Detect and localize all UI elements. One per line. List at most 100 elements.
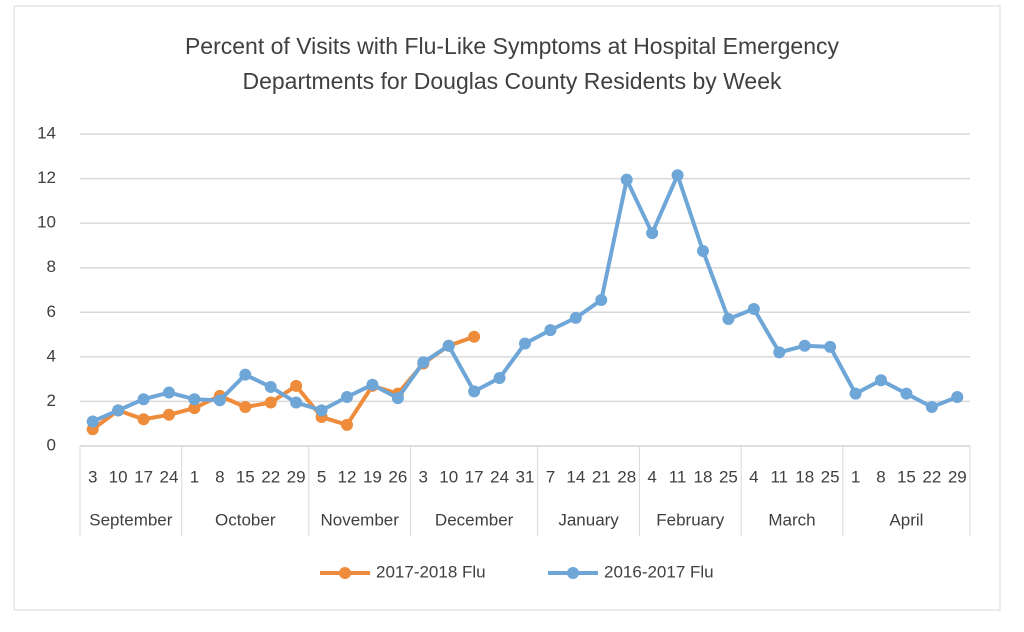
legend-marker — [339, 567, 351, 579]
data-point — [163, 386, 175, 399]
data-point — [290, 396, 303, 409]
x-tick-label: 4 — [749, 467, 758, 486]
x-tick-label: 18 — [795, 467, 814, 486]
x-tick-label: 17 — [465, 467, 484, 486]
data-point — [493, 372, 506, 385]
x-tick-label: 24 — [160, 467, 179, 486]
y-tick-label: 10 — [37, 213, 56, 232]
legend-label: 2016-2017 Flu — [604, 562, 714, 581]
data-point — [366, 378, 379, 391]
x-tick-label: 29 — [948, 467, 967, 486]
x-tick-label: 10 — [109, 467, 128, 486]
legend-label: 2017-2018 Flu — [376, 562, 486, 581]
data-point — [86, 415, 99, 428]
data-point — [595, 294, 608, 307]
data-point — [239, 368, 252, 381]
data-point — [951, 390, 964, 403]
data-point — [290, 379, 303, 392]
data-point — [137, 413, 150, 426]
x-tick-label: 25 — [821, 467, 840, 486]
data-point — [925, 401, 938, 413]
x-tick-label: 3 — [419, 467, 428, 486]
data-point — [747, 302, 760, 315]
x-tick-label: 1 — [190, 467, 199, 486]
month-label: November — [321, 510, 400, 529]
data-point — [213, 394, 226, 407]
x-tick-label: 21 — [592, 467, 611, 486]
x-tick-label: 18 — [694, 467, 713, 486]
x-tick-label: 5 — [317, 467, 326, 486]
data-point — [468, 385, 481, 398]
month-label: October — [215, 510, 276, 529]
legend-marker — [567, 567, 579, 579]
x-tick-label: 14 — [566, 467, 585, 486]
month-label: April — [889, 510, 923, 529]
x-tick-label: 29 — [287, 467, 306, 486]
data-point — [849, 387, 862, 400]
data-point — [697, 245, 709, 257]
data-point — [391, 392, 404, 405]
data-point — [798, 339, 811, 352]
chart-frame — [13, 5, 1001, 611]
x-tick-label: 22 — [261, 467, 280, 486]
x-tick-label: 7 — [546, 467, 555, 486]
chart-title: Percent of Visits with Flu-Like Symptoms… — [185, 33, 840, 59]
data-point — [620, 173, 633, 186]
data-point — [722, 312, 735, 325]
x-tick-label: 8 — [876, 467, 885, 486]
x-tick-label: 12 — [338, 467, 357, 486]
data-point — [188, 402, 201, 415]
month-label: February — [656, 510, 725, 529]
data-point — [824, 340, 837, 353]
x-tick-label: 19 — [363, 467, 382, 486]
y-tick-label: 6 — [47, 302, 56, 321]
data-point — [341, 418, 353, 431]
chart-title: Departments for Douglas County Residents… — [242, 68, 782, 94]
data-point — [137, 393, 150, 406]
y-tick-label: 4 — [47, 346, 56, 365]
x-tick-label: 15 — [897, 467, 916, 486]
data-point — [112, 404, 125, 417]
data-point — [239, 401, 252, 413]
data-point — [442, 339, 455, 352]
x-tick-label: 22 — [922, 467, 941, 486]
data-point — [671, 169, 684, 182]
data-point — [875, 374, 887, 387]
data-point — [773, 346, 786, 359]
x-tick-label: 15 — [236, 467, 255, 486]
data-point — [264, 380, 277, 393]
x-tick-label: 31 — [516, 467, 535, 486]
data-point — [188, 393, 201, 406]
x-tick-label: 1 — [851, 467, 860, 486]
data-point — [519, 337, 531, 350]
x-tick-label: 17 — [134, 467, 153, 486]
month-label: December — [435, 510, 514, 529]
data-point — [544, 324, 557, 337]
data-point — [468, 330, 481, 343]
x-tick-label: 4 — [647, 467, 656, 486]
y-tick-label: 12 — [37, 168, 56, 187]
y-tick-label: 0 — [47, 435, 56, 454]
data-point — [417, 356, 430, 369]
data-point — [900, 387, 913, 400]
month-label: March — [768, 510, 815, 529]
x-tick-label: 28 — [617, 467, 636, 486]
y-tick-label: 8 — [47, 257, 56, 276]
x-tick-label: 10 — [439, 467, 458, 486]
data-point — [569, 311, 582, 324]
data-point — [163, 408, 175, 421]
data-point — [646, 227, 659, 240]
y-tick-label: 14 — [37, 123, 56, 142]
x-tick-label: 25 — [719, 467, 738, 486]
month-label: September — [89, 510, 172, 529]
data-point — [341, 390, 353, 403]
x-tick-label: 26 — [388, 467, 407, 486]
x-tick-label: 11 — [770, 467, 788, 486]
x-tick-label: 11 — [669, 467, 687, 486]
x-tick-label: 24 — [490, 467, 509, 486]
x-tick-label: 8 — [215, 467, 224, 486]
y-tick-label: 2 — [47, 391, 56, 410]
month-label: January — [558, 510, 619, 529]
x-tick-label: 3 — [88, 467, 97, 486]
